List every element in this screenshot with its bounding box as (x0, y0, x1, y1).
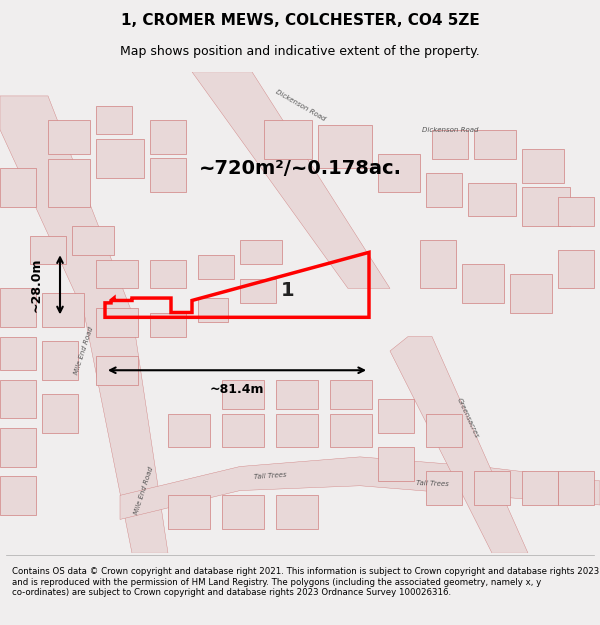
Bar (42, 293, 84, 327)
Text: ~81.4m: ~81.4m (210, 383, 264, 396)
Bar (222, 380, 264, 409)
Bar (558, 250, 594, 289)
Bar (276, 496, 318, 529)
Bar (150, 312, 186, 336)
Bar (222, 414, 264, 447)
Bar (0, 168, 36, 207)
Polygon shape (192, 72, 390, 289)
Bar (378, 448, 414, 481)
Bar (42, 394, 78, 432)
Bar (30, 236, 66, 264)
Text: Tall Trees: Tall Trees (416, 480, 448, 487)
Bar (468, 182, 516, 216)
Bar (522, 471, 558, 505)
Text: Contains OS data © Crown copyright and database right 2021. This information is : Contains OS data © Crown copyright and d… (12, 568, 599, 598)
Bar (240, 279, 276, 303)
Bar (330, 414, 372, 447)
Bar (420, 240, 456, 289)
Bar (42, 341, 78, 380)
Bar (510, 274, 552, 312)
Bar (276, 414, 318, 447)
Bar (0, 289, 36, 327)
Bar (558, 197, 594, 226)
Bar (558, 471, 594, 505)
Bar (150, 120, 186, 154)
Bar (222, 496, 264, 529)
Polygon shape (0, 96, 168, 553)
Bar (522, 149, 564, 182)
Bar (96, 356, 138, 384)
Bar (96, 139, 144, 177)
Bar (426, 471, 462, 505)
Bar (330, 380, 372, 409)
Bar (96, 106, 132, 134)
Bar (426, 414, 462, 447)
Bar (276, 380, 318, 409)
Text: ~28.0m: ~28.0m (29, 258, 43, 312)
Text: Mile End Road: Mile End Road (73, 326, 95, 376)
Bar (432, 129, 468, 159)
Bar (522, 188, 570, 226)
Bar (378, 399, 414, 432)
Bar (474, 129, 516, 159)
Bar (198, 255, 234, 279)
Bar (0, 380, 36, 418)
Bar (48, 120, 90, 154)
Bar (0, 476, 36, 514)
Bar (318, 125, 372, 168)
Text: 1, CROMER MEWS, COLCHESTER, CO4 5ZE: 1, CROMER MEWS, COLCHESTER, CO4 5ZE (121, 12, 479, 28)
Bar (0, 336, 36, 370)
Text: ~720m²/~0.178ac.: ~720m²/~0.178ac. (199, 159, 401, 177)
Bar (264, 120, 312, 159)
Text: Tall Trees: Tall Trees (253, 472, 287, 480)
Bar (150, 259, 186, 289)
Bar (96, 259, 138, 289)
Bar (72, 226, 114, 255)
Bar (426, 173, 462, 207)
Bar (0, 428, 36, 466)
Bar (198, 298, 228, 322)
Polygon shape (390, 336, 528, 553)
Polygon shape (120, 457, 600, 519)
Text: 1: 1 (281, 281, 295, 301)
Bar (168, 496, 210, 529)
Text: Dickenson Road: Dickenson Road (422, 127, 478, 132)
Bar (240, 240, 282, 264)
Bar (462, 264, 504, 303)
Bar (48, 159, 90, 207)
Bar (378, 154, 420, 192)
Text: Greensacres: Greensacres (456, 398, 480, 439)
Text: Map shows position and indicative extent of the property.: Map shows position and indicative extent… (120, 45, 480, 58)
Text: Dickenson Road: Dickenson Road (274, 89, 326, 122)
Bar (96, 308, 138, 336)
Bar (168, 414, 210, 447)
Bar (474, 471, 510, 505)
Text: Mile End Road: Mile End Road (133, 466, 155, 515)
Bar (150, 159, 186, 192)
